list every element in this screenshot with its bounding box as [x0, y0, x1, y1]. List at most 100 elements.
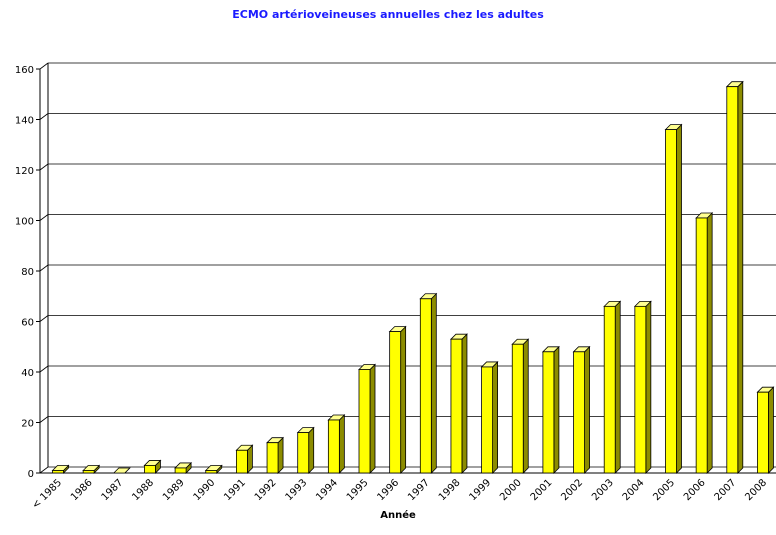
bar [82, 464, 101, 474]
bar-side [553, 345, 560, 474]
y-tick-label: 0 [28, 469, 34, 480]
x-tick-label: 2006 [682, 477, 708, 503]
bar-side [645, 300, 652, 474]
bar [112, 467, 131, 474]
bar-front [665, 129, 677, 474]
bar [419, 292, 438, 474]
bar [358, 363, 376, 474]
y-tick-label: 80 [21, 267, 34, 278]
x-tick-label: 1988 [130, 477, 156, 503]
bar-front [450, 338, 463, 474]
x-tick-label: 2002 [559, 477, 585, 503]
bar-front [389, 331, 402, 474]
bar [174, 461, 193, 474]
x-tick-label: 1999 [467, 477, 493, 503]
bar-front [297, 432, 310, 474]
bar-front [511, 343, 524, 474]
bar-side [584, 345, 590, 474]
x-tick-label: 1995 [345, 477, 371, 503]
bar-front [542, 351, 555, 474]
bar-front [266, 442, 279, 474]
y-tick-label: 40 [21, 368, 34, 379]
bar [695, 212, 714, 474]
bar-side [308, 426, 315, 474]
x-tick-label: 1993 [284, 477, 310, 503]
x-tick-label: 2001 [529, 477, 555, 503]
bar [296, 426, 315, 474]
bar-front [419, 298, 432, 474]
x-tick-label: 1992 [253, 477, 279, 503]
bar-side [737, 80, 744, 474]
bar-side [430, 292, 437, 474]
bar [725, 80, 744, 474]
grid-diag [39, 466, 49, 474]
bar-front [757, 391, 769, 474]
y-tick-label: 100 [15, 217, 34, 228]
x-tick-label: 2008 [743, 477, 769, 503]
grid-diag [39, 264, 49, 272]
grid-diag [39, 416, 49, 423]
x-tick-label: 1997 [406, 477, 432, 503]
x-tick-label: 1991 [222, 477, 248, 503]
x-tick-label: 2007 [713, 477, 739, 503]
y-tick-label: 140 [15, 116, 34, 127]
y-tick-label: 60 [21, 318, 34, 329]
bar-front [603, 305, 616, 474]
bar-front [481, 366, 494, 474]
bar-side [768, 386, 774, 474]
chart-title: ECMO artérioveineuses annuelles chez les… [232, 8, 544, 21]
bar-side [614, 300, 621, 474]
bar [388, 325, 407, 474]
bar [572, 345, 591, 474]
x-tick-label: < 1985 [30, 477, 64, 511]
y-tick-label: 20 [21, 419, 34, 430]
bar [204, 464, 223, 474]
x-tick-label: 1990 [192, 477, 218, 503]
bar [235, 444, 254, 474]
bar-front [327, 419, 340, 474]
bar [541, 345, 560, 474]
grid-diag [39, 214, 49, 221]
bar-side [676, 123, 682, 474]
bar [756, 386, 775, 474]
bar-front [82, 470, 95, 474]
bar [480, 360, 499, 474]
bar [664, 123, 683, 474]
grid-diag [39, 365, 49, 373]
bar-front [358, 369, 371, 474]
bar [51, 464, 70, 474]
y-tick-label: 160 [15, 65, 34, 76]
bar-front [52, 470, 64, 474]
bar-side [461, 333, 468, 474]
bar-side [706, 212, 713, 474]
x-tick-label: 2003 [590, 477, 616, 503]
bar-side [400, 325, 407, 474]
x-tick-label: 1998 [437, 477, 463, 503]
bar-front [634, 305, 647, 474]
bar [633, 300, 652, 474]
x-tick-label: 2004 [621, 477, 647, 503]
bar-side [492, 360, 499, 474]
x-tick-label: 1986 [69, 477, 95, 503]
grid-diag [39, 315, 49, 322]
bar [449, 333, 468, 474]
x-tick-label: 1989 [161, 477, 187, 503]
bar-front [144, 465, 156, 474]
bar-top [112, 467, 131, 474]
bar-front [573, 351, 585, 474]
x-tick-label: 1994 [314, 477, 340, 503]
bar-front [174, 467, 187, 474]
bar-front [695, 217, 708, 474]
x-axis-label: Année [380, 509, 416, 521]
bar-front [726, 86, 739, 474]
y-tick-label: 120 [15, 166, 34, 177]
bar [143, 459, 162, 474]
x-tick-label: 2000 [498, 477, 524, 503]
x-tick-label: 1987 [100, 477, 126, 503]
bar-front [205, 470, 218, 474]
x-tick-label: 2005 [651, 477, 677, 503]
bar-side [338, 414, 345, 474]
bar [603, 300, 622, 474]
grid-diag [39, 62, 49, 70]
